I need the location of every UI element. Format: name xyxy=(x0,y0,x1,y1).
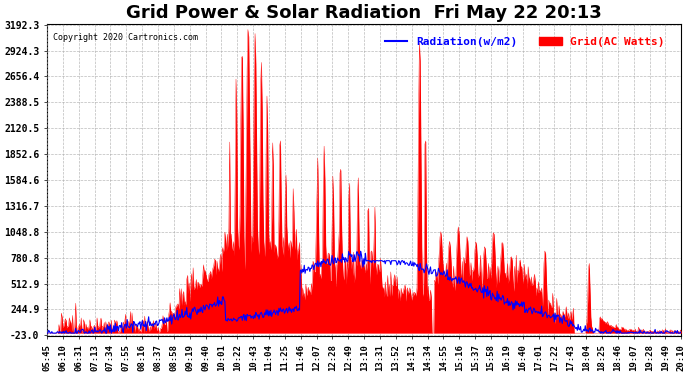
Title: Grid Power & Solar Radiation  Fri May 22 20:13: Grid Power & Solar Radiation Fri May 22 … xyxy=(126,4,602,22)
Text: Copyright 2020 Cartronics.com: Copyright 2020 Cartronics.com xyxy=(53,33,199,42)
Legend: Radiation(w/m2), Grid(AC Watts): Radiation(w/m2), Grid(AC Watts) xyxy=(380,32,669,51)
